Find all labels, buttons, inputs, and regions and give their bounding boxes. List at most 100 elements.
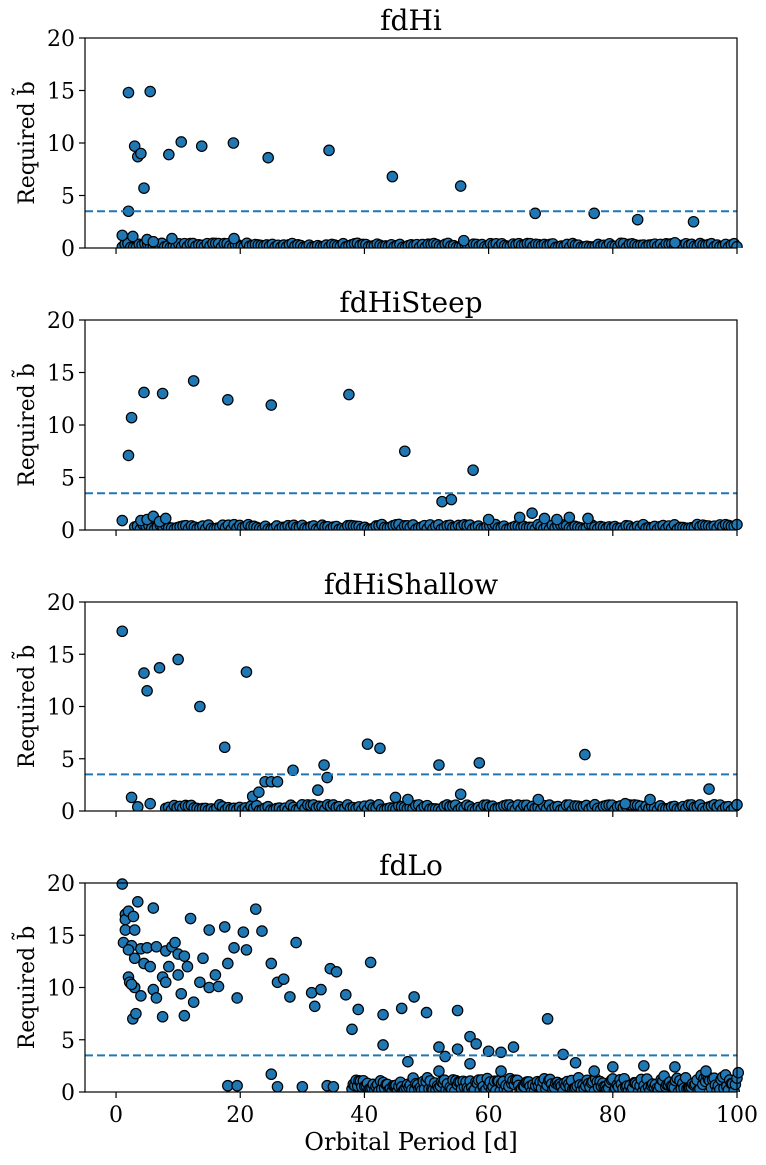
data-point — [122, 449, 135, 462]
data-point — [218, 741, 231, 754]
data-point — [159, 512, 172, 525]
y-tick-label: 15 — [47, 643, 75, 668]
points — [116, 625, 743, 811]
data-point — [513, 511, 526, 524]
panel-2: fdHiSteep Required b̃ 0 5 10 15 20 — [10, 286, 743, 544]
data-point — [212, 980, 225, 993]
data-point — [125, 791, 138, 804]
data-point — [582, 512, 594, 525]
data-point — [209, 969, 222, 981]
data-point — [532, 793, 545, 806]
data-point — [386, 170, 399, 183]
x-tick-label: 20 — [226, 1103, 254, 1128]
data-point — [256, 925, 268, 937]
data-point — [218, 921, 231, 933]
panel-4: fdLo Required b̃ 0 5 10 15 20 0 20 40 60 80 100 Orbit… — [10, 849, 758, 1156]
data-point — [436, 495, 448, 508]
data-point — [433, 759, 445, 771]
data-point — [433, 1065, 445, 1077]
data-point — [150, 940, 163, 953]
y-tick-label: 5 — [61, 748, 75, 773]
x-tick-label: 60 — [475, 1103, 503, 1128]
data-point — [116, 625, 129, 638]
data-point — [588, 1065, 600, 1077]
data-point — [156, 1010, 169, 1023]
data-point — [287, 764, 299, 777]
data-point — [703, 783, 715, 795]
data-point — [339, 989, 352, 1001]
points — [116, 85, 743, 248]
y-axis-label: Required b̃ — [10, 645, 40, 769]
data-point — [644, 793, 656, 806]
data-point — [130, 1007, 142, 1020]
data-point — [253, 786, 265, 798]
data-point — [175, 987, 188, 1000]
data-point — [144, 85, 156, 98]
data-point — [240, 666, 253, 678]
data-point — [194, 700, 206, 713]
data-point — [178, 1009, 191, 1022]
data-point — [377, 1039, 389, 1051]
data-point — [138, 667, 150, 679]
data-point — [125, 411, 138, 424]
y-tick-label: 15 — [47, 362, 75, 387]
data-point — [187, 375, 200, 387]
data-point — [454, 180, 467, 192]
data-point — [153, 662, 166, 674]
data-point — [454, 788, 467, 801]
points — [116, 878, 745, 1092]
data-point — [451, 1043, 464, 1055]
data-point — [457, 234, 470, 247]
data-point — [315, 983, 327, 996]
panel-3: fdHiShallow Required b̃ 0 5 10 15 20 — [10, 568, 743, 825]
x-tick-label: 0 — [109, 1103, 123, 1128]
y-tick-label: 0 — [61, 800, 75, 825]
data-point — [445, 493, 458, 506]
data-point — [194, 976, 206, 989]
data-point — [473, 757, 486, 769]
data-point — [203, 924, 215, 936]
panel-title: fdHiShallow — [324, 568, 498, 601]
data-point — [135, 147, 147, 160]
y-axis-label: Required b̃ — [10, 363, 40, 487]
data-point — [271, 775, 284, 788]
data-point — [538, 512, 551, 525]
data-point — [318, 759, 330, 771]
y-tick-label: 10 — [47, 977, 75, 1002]
x-axis-label: Orbital Period [d] — [304, 1128, 517, 1156]
data-point — [116, 514, 129, 527]
data-point — [122, 944, 135, 956]
data-point — [482, 513, 495, 526]
data-point — [526, 507, 538, 519]
data-point — [277, 973, 290, 985]
data-point — [265, 399, 278, 411]
data-point — [181, 960, 194, 973]
data-point — [507, 1041, 520, 1053]
data-point — [175, 136, 188, 148]
data-point — [138, 182, 150, 194]
data-point — [116, 878, 129, 890]
data-point — [312, 784, 324, 796]
data-point — [687, 215, 700, 228]
panel-title: fdHi — [380, 4, 442, 37]
axes-frame — [84, 882, 738, 1093]
data-point — [240, 944, 253, 956]
data-point — [116, 229, 129, 242]
y-tick-label: 15 — [47, 80, 75, 105]
data-point — [669, 236, 681, 248]
data-point — [374, 742, 386, 755]
data-point — [195, 140, 208, 152]
data-point — [451, 1004, 464, 1017]
data-point — [346, 1023, 358, 1036]
data-point — [323, 144, 335, 157]
data-point — [541, 1013, 554, 1025]
x-tick-label: 40 — [350, 1103, 378, 1128]
data-point — [433, 1041, 445, 1053]
data-point — [669, 1061, 681, 1073]
data-point — [327, 1080, 340, 1092]
data-point — [156, 387, 169, 400]
data-point — [122, 86, 135, 99]
data-point — [166, 232, 178, 245]
y-tick-label: 20 — [47, 591, 75, 616]
data-point — [470, 1038, 482, 1050]
